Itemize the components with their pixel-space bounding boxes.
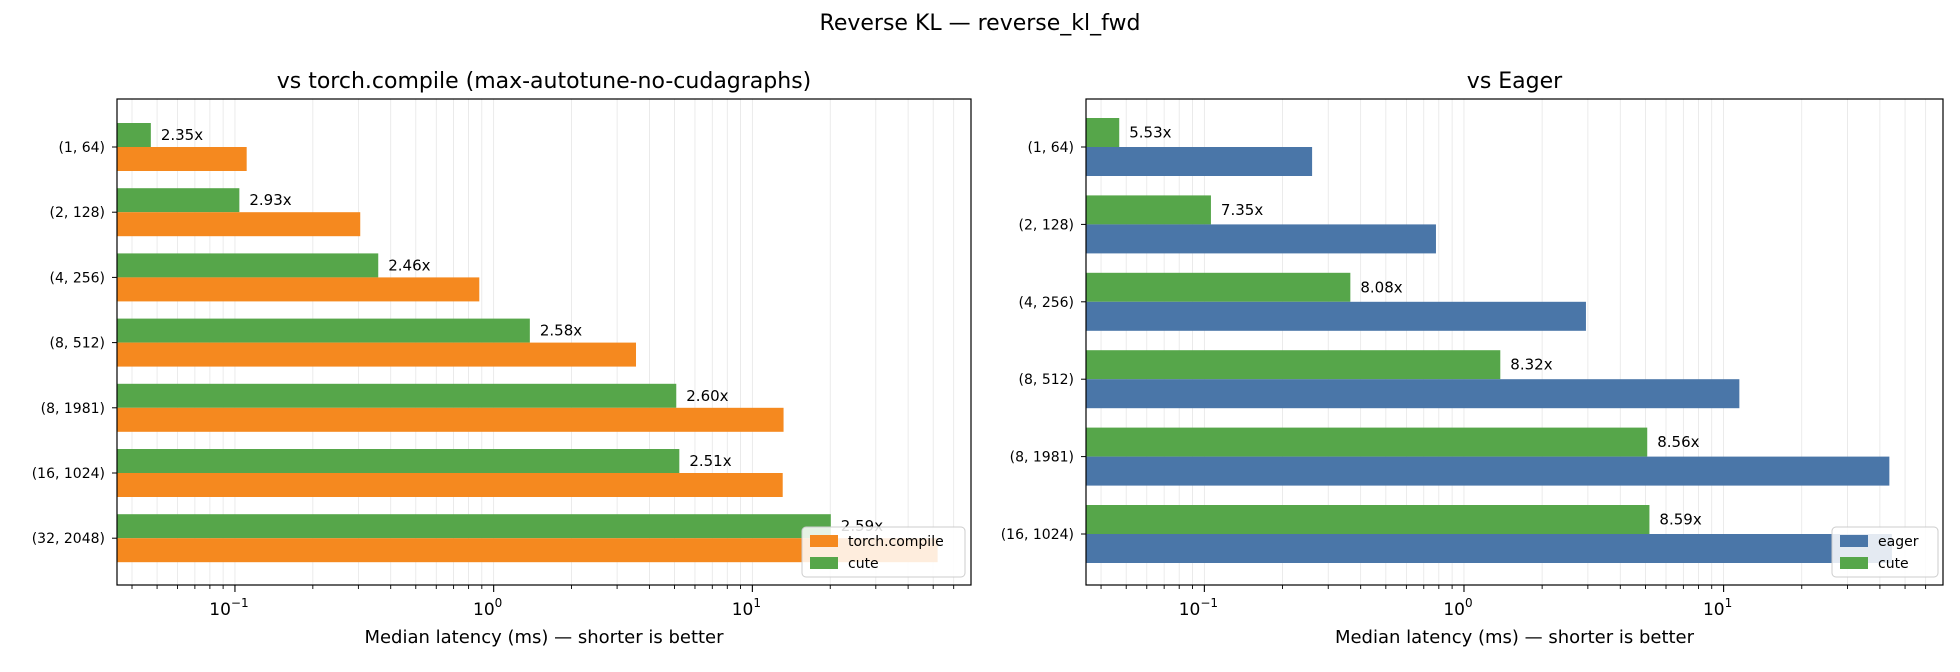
- y-tick-label: (2, 128): [50, 205, 105, 221]
- y-tick-label: (2, 128): [1019, 217, 1074, 233]
- legend-label: eager: [1878, 534, 1919, 550]
- axes-frame: [1085, 98, 1944, 586]
- x-tick-base: 10: [209, 600, 231, 620]
- speedup-label: 2.51x: [689, 452, 731, 470]
- y-tick-label: (8, 512): [1019, 372, 1074, 388]
- bar-torch-compile-6: [117, 538, 938, 563]
- bar-cute-1: [1086, 195, 1211, 225]
- speedup-label: 2.93x: [249, 191, 291, 209]
- x-tick-exponent: 0: [495, 596, 503, 610]
- speedup-label: 2.58x: [540, 322, 582, 340]
- x-tick-exponent: −1: [231, 596, 249, 610]
- bar-eager-3: [1086, 379, 1740, 409]
- bar-eager-0: [1086, 147, 1313, 176]
- axes-frame: [116, 98, 972, 586]
- bar-torch-compile-5: [117, 473, 783, 497]
- y-tick-label: (1, 64): [1027, 140, 1074, 156]
- y-tick-label: (4, 256): [1019, 295, 1074, 311]
- x-tick-label: 101: [1703, 596, 1732, 620]
- bar-cute-1: [117, 188, 240, 213]
- x-tick-base: 10: [732, 600, 754, 620]
- legend-swatch: [1840, 535, 1868, 547]
- x-tick-exponent: −1: [1200, 596, 1218, 610]
- bar-eager-5: [1086, 534, 1892, 563]
- legend: eager cute: [1831, 526, 1939, 578]
- y-tick-label: (4, 256): [50, 270, 105, 286]
- panel-vs-torch-compile: 2.35x (1, 64) 2.93x (2, 128) 2.46x (4, 256) 2.…: [32, 69, 972, 648]
- speedup-label: 8.56x: [1657, 433, 1699, 451]
- y-tick-label: (16, 1024): [32, 466, 105, 482]
- x-tick-label: 100: [473, 596, 502, 620]
- x-tick-label: 101: [732, 596, 761, 620]
- x-tick-base: 10: [473, 600, 495, 620]
- x-tick-label: 10−1: [1179, 596, 1218, 620]
- speedup-label: 2.35x: [161, 126, 203, 144]
- legend-swatch: [1840, 557, 1868, 569]
- bar-torch-compile-4: [117, 407, 784, 432]
- panel-vs-eager: 5.53x (1, 64) 7.35x (2, 128) 8.08x (4, 256) 8.…: [1001, 69, 1944, 648]
- bar-eager-1: [1086, 224, 1436, 254]
- bar-eager-4: [1086, 456, 1890, 486]
- x-tick-base: 10: [1179, 600, 1201, 620]
- x-tick-exponent: 1: [753, 596, 761, 610]
- legend-label: cute: [848, 556, 879, 572]
- legend: torch.compile cute: [801, 526, 966, 578]
- speedup-label: 8.32x: [1510, 356, 1552, 374]
- x-tick-base: 10: [1703, 600, 1725, 620]
- x-tick-label: 100: [1443, 596, 1472, 620]
- x-tick-exponent: 1: [1725, 596, 1733, 610]
- x-tick-label: 10−1: [209, 596, 248, 620]
- bar-torch-compile-3: [117, 342, 637, 367]
- legend-swatch: [810, 535, 838, 547]
- bar-torch-compile-0: [117, 147, 247, 171]
- x-axis-label: Median latency (ms) — shorter is better: [1335, 627, 1695, 648]
- bar-cute-4: [117, 383, 677, 408]
- x-axis-label: Median latency (ms) — shorter is better: [364, 627, 724, 648]
- legend-box: [801, 526, 966, 578]
- y-tick-label: (8, 1981): [1010, 450, 1074, 466]
- bar-torch-compile-1: [117, 212, 361, 237]
- y-tick-label: (1, 64): [58, 140, 105, 156]
- bar-cute-3: [1086, 350, 1501, 380]
- x-tick-base: 10: [1443, 600, 1465, 620]
- bar-cute-2: [1086, 272, 1351, 302]
- bar-cute-0: [1086, 118, 1120, 147]
- bar-cute-5: [1086, 505, 1650, 534]
- y-tick-label: (8, 512): [50, 336, 105, 352]
- speedup-label: 8.59x: [1659, 511, 1701, 529]
- speedup-label: 7.35x: [1221, 201, 1263, 219]
- legend-label: cute: [1878, 556, 1909, 572]
- bar-cute-0: [117, 123, 151, 147]
- bar-cute-2: [117, 253, 379, 278]
- figure-title: Reverse KL — reverse_kl_fwd: [820, 11, 1141, 36]
- speedup-label: 2.46x: [388, 256, 430, 274]
- speedup-label: 5.53x: [1129, 124, 1171, 142]
- legend-swatch: [810, 557, 838, 569]
- grid: [1100, 99, 1927, 585]
- bar-cute-5: [117, 449, 680, 473]
- bar-cute-4: [1086, 427, 1648, 457]
- legend-label: torch.compile: [848, 534, 944, 550]
- bar-torch-compile-2: [117, 277, 480, 302]
- bar-cute-6: [117, 514, 831, 539]
- axes-title: vs torch.compile (max-autotune-no-cudagr…: [277, 69, 812, 94]
- axes-title: vs Eager: [1467, 69, 1563, 94]
- y-tick-label: (16, 1024): [1001, 527, 1074, 543]
- y-tick-label: (32, 2048): [32, 531, 105, 547]
- speedup-label: 2.60x: [686, 387, 728, 405]
- speedup-label: 8.08x: [1360, 278, 1402, 296]
- bar-cute-3: [117, 318, 530, 343]
- x-tick-exponent: 0: [1465, 596, 1473, 610]
- bar-eager-2: [1086, 301, 1586, 331]
- y-tick-label: (8, 1981): [41, 401, 105, 417]
